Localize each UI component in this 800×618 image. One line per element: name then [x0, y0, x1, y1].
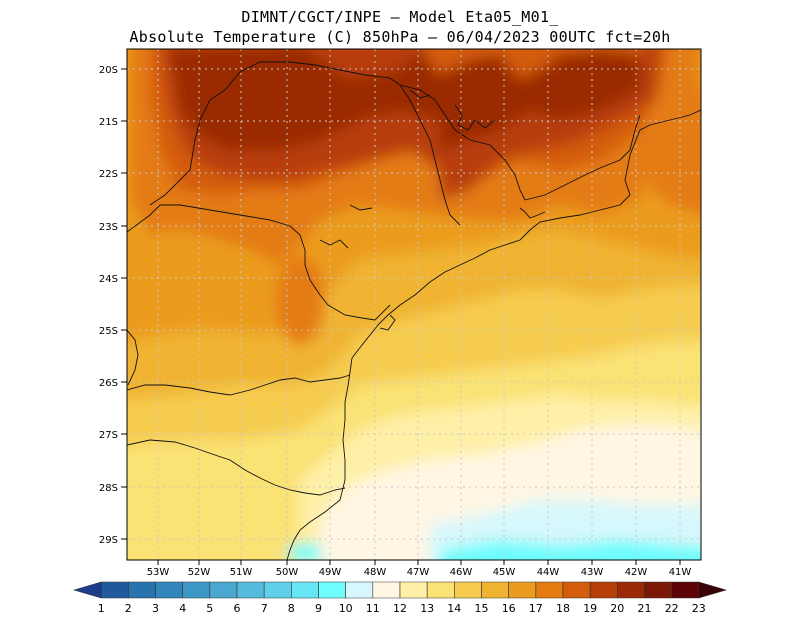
lat-label: 25S: [99, 326, 118, 337]
temperature-field: [127, 49, 701, 560]
colorbar-label: 2: [125, 602, 132, 615]
lat-label: 26S: [99, 378, 118, 389]
lon-label: 52W: [188, 567, 211, 578]
colorbar-segment: [535, 581, 564, 599]
lon-label: 46W: [450, 567, 473, 578]
colorbar-segment: [155, 581, 183, 599]
colorbar-segment: [426, 581, 455, 599]
colorbar-label: 13: [420, 602, 434, 615]
lon-label: 42W: [625, 567, 648, 578]
colorbar-label: 7: [261, 602, 268, 615]
colorbar-label: 18: [556, 602, 570, 615]
colorbar: 1 2 3 4 5 6 7 8 9 10 11 12 13 14 15 16 17 18 19 20 21 22 23: [72, 581, 728, 615]
colorbar-segment: [236, 581, 265, 599]
colorbar-label: 19: [583, 602, 597, 615]
colorbar-label: 10: [339, 602, 353, 615]
colorbar-segment: [617, 581, 645, 599]
lon-label: 43W: [581, 567, 604, 578]
colorbar-segment: [671, 581, 700, 599]
colorbar-label: 9: [315, 602, 322, 615]
colorbar-segment: [454, 581, 482, 599]
map-frame: [126, 48, 702, 561]
colorbar-label: 1: [98, 602, 105, 615]
colorbar-segment: [481, 581, 509, 599]
colorbar-label: 12: [393, 602, 407, 615]
colorbar-segment: [182, 581, 211, 599]
colorbar-segment: [209, 581, 238, 599]
lon-label: 41W: [669, 567, 692, 578]
colorbar-label: 20: [610, 602, 624, 615]
colorbar-segment: [345, 581, 374, 599]
map-title-line2: Absolute Temperature (C) 850hPa – 06/04/…: [129, 28, 671, 46]
colorbar-label: 5: [206, 602, 213, 615]
lat-label: 24S: [99, 274, 118, 285]
colorbar-segment: [100, 581, 129, 599]
colorbar-label: 16: [502, 602, 516, 615]
map-title-line1: DIMNT/CGCT/INPE – Model Eta05_M01_: [241, 8, 559, 26]
lat-label: 22S: [99, 169, 118, 180]
lat-label: 23S: [99, 222, 118, 233]
colorbar-label: 14: [447, 602, 461, 615]
colorbar-segment: [72, 581, 102, 599]
lat-label: 28S: [99, 483, 118, 494]
lon-label: 44W: [537, 567, 560, 578]
colorbar-segment: [372, 581, 401, 599]
colorbar-segment: [399, 581, 428, 599]
lon-label: 50W: [276, 567, 299, 578]
colorbar-label: 23: [692, 602, 706, 615]
colorbar-label: 17: [529, 602, 543, 615]
lon-label: 51W: [230, 567, 253, 578]
colorbar-segment: [698, 581, 728, 599]
colorbar-segment: [562, 581, 591, 599]
colorbar-segment: [263, 581, 292, 599]
colorbar-segment: [589, 581, 618, 599]
colorbar-label: 21: [638, 602, 652, 615]
lon-label: 49W: [319, 567, 342, 578]
lon-label: 47W: [407, 567, 430, 578]
colorbar-label: 15: [475, 602, 489, 615]
lat-ticks: [121, 68, 127, 540]
lon-label: 48W: [364, 567, 387, 578]
lat-label: 21S: [99, 117, 118, 128]
colorbar-label: 8: [288, 602, 295, 615]
colorbar-segment: [128, 581, 156, 599]
lon-label: 53W: [147, 567, 170, 578]
colorbar-segment: [644, 581, 672, 599]
colorbar-segment: [318, 581, 346, 599]
colorbar-label: 3: [152, 602, 159, 615]
lat-label: 20S: [99, 65, 118, 76]
colorbar-label: 22: [665, 602, 679, 615]
colorbar-label: 6: [234, 602, 241, 615]
colorbar-label: 11: [366, 602, 380, 615]
lon-label: 45W: [493, 567, 516, 578]
lat-label: 29S: [99, 535, 118, 546]
colorbar-segment: [508, 581, 537, 599]
coastline-borders: [127, 61, 701, 560]
colorbar-segment: [291, 581, 319, 599]
colorbar-label: 4: [179, 602, 186, 615]
lon-ticks: [157, 560, 681, 565]
lat-label: 27S: [99, 430, 118, 441]
